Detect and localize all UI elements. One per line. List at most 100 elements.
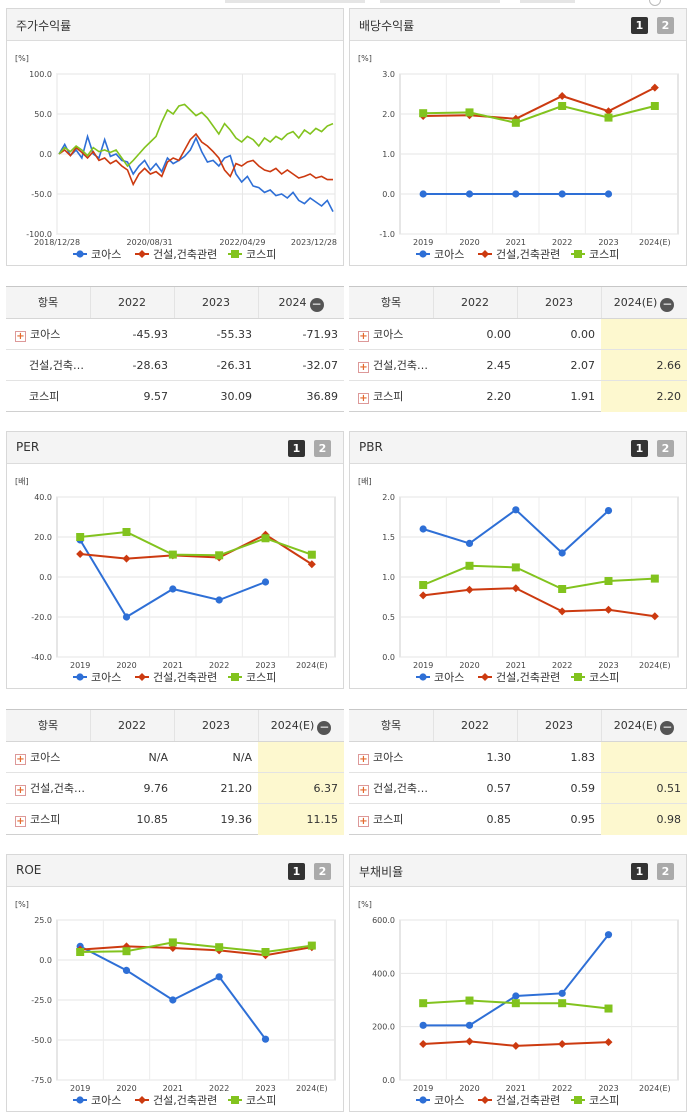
top-round-icon[interactable] [649, 0, 661, 6]
expand-row-icon[interactable]: + [358, 362, 369, 373]
construction-point [122, 942, 131, 951]
view-2-button[interactable]: 2 [314, 440, 331, 457]
column-header-item: 항목 [349, 287, 433, 318]
column-divider [601, 287, 602, 318]
expand-row-icon[interactable]: + [358, 331, 369, 342]
koas-point [419, 190, 427, 198]
construction-point [419, 591, 428, 600]
row-label-cell: 건설,건축… [6, 350, 90, 380]
row-label-cell: + 건설,건축… [6, 773, 90, 803]
kospi-point [122, 947, 131, 956]
expand-row-icon[interactable]: + [358, 785, 369, 796]
koas-point [512, 190, 520, 198]
view-1-button[interactable]: 1 [288, 863, 305, 880]
koas-point [419, 250, 427, 258]
panel-header: PBR 1 2 [350, 432, 686, 464]
panel-title: 주가수익률 [16, 19, 72, 33]
kospi-point [307, 941, 316, 950]
x-tick-label: 2019 [413, 1084, 433, 1093]
chart-legend: 코아스 건설,건축관련 코스피 [416, 248, 619, 261]
column-header-label: 2022 [118, 296, 146, 309]
view-1-button[interactable]: 1 [631, 863, 648, 880]
x-tick-label: 2023 [255, 661, 275, 670]
y-tick-label: -40.0 [31, 653, 52, 662]
column-header-2023: 2023 [517, 287, 601, 318]
dividend-yield-chart: [%] 3.0 2.0 1.0 0.0 -1.0 2019 2020 2021 2022 2023 2… [358, 54, 679, 261]
row-label: 건설,건축… [373, 782, 428, 795]
view-1-button[interactable]: 1 [631, 440, 648, 457]
per-chart: [배] 40.0 20.0 0.0 -20.0 -40.0 2019 2020 2021 2022… [15, 477, 336, 684]
expand-row-icon[interactable]: + [15, 785, 26, 796]
cell-2022: 2.45 [486, 359, 512, 372]
collapse-column-icon[interactable]: − [309, 297, 324, 312]
kospi-point [511, 999, 520, 1008]
construction-point [76, 550, 85, 558]
koas-point [215, 973, 223, 981]
per-panel: PER 1 2 [배] 40.0 20.0 0.0 -20.0 -40.0 2019 2020… [6, 431, 344, 689]
construction-point [465, 585, 474, 594]
cell-2022: 1.30 [486, 751, 512, 764]
row-label-cell: 코스피 [6, 381, 90, 412]
legend-label: 건설,건축관련 [153, 671, 217, 684]
y-tick-label: -100.0 [26, 230, 52, 239]
kospi-point [215, 943, 224, 952]
column-header-label: 2024(E) [613, 296, 658, 309]
kospi-point [604, 577, 613, 585]
expand-row-icon[interactable]: + [358, 816, 369, 827]
expand-row-icon[interactable]: + [358, 754, 369, 765]
koas-point [558, 989, 566, 997]
row-label-cell: + 코아스 [6, 742, 90, 772]
stock-return-panel: 주가수익률 [%] 100.0 50.0 0.0 -50.0 -100.0 2018/12/… [6, 8, 344, 266]
collapse-column-icon[interactable]: − [660, 297, 675, 312]
construction-point [138, 250, 146, 258]
cell-2023: N/A [232, 751, 252, 764]
collapse-column-icon[interactable]: − [317, 720, 332, 735]
column-header-2024: 2024− [258, 287, 344, 318]
koas-line [58, 133, 334, 212]
column-divider [601, 710, 602, 741]
row-label: 코스피 [30, 813, 61, 826]
view-2-button[interactable]: 2 [657, 440, 674, 457]
table-row: + 코아스 -45.93 -55.33 -71.93 [6, 319, 344, 350]
x-tick-label: 2024(E) [639, 1084, 671, 1093]
y-tick-label: 25.0 [34, 916, 52, 925]
construction-point [650, 612, 659, 621]
x-tick-label: 2020 [116, 661, 136, 670]
column-header-label: 2024 [278, 296, 307, 309]
column-header-2022: 2022 [90, 287, 174, 318]
view-2-button[interactable]: 2 [657, 17, 674, 34]
koas-point [512, 506, 520, 514]
view-2-button[interactable]: 2 [657, 863, 674, 880]
column-header-2023: 2023 [174, 710, 258, 741]
expand-row-icon[interactable]: + [15, 331, 26, 342]
legend-label: 코아스 [91, 671, 121, 684]
column-header-label: 항목 [380, 719, 402, 732]
view-1-button[interactable]: 1 [631, 17, 648, 34]
koas-line [422, 508, 610, 555]
y-tick-label: 0.0 [39, 573, 52, 582]
legend-label: 건설,건축관련 [153, 1094, 217, 1107]
cell-2024 [601, 319, 687, 349]
column-divider [258, 710, 259, 741]
table-row: + 코아스 1.30 1.83 [349, 742, 687, 773]
expand-row-icon[interactable]: + [15, 816, 26, 827]
koas-point [169, 585, 177, 593]
kospi-point [465, 996, 474, 1005]
view-2-button[interactable]: 2 [314, 863, 331, 880]
cell-2024: 6.37 [258, 773, 344, 803]
cell-2024: 36.89 [306, 390, 339, 403]
expand-row-icon[interactable]: + [358, 393, 369, 404]
x-tick-label: 2024(E) [639, 661, 671, 670]
cell-2024: 2.66 [601, 350, 687, 380]
collapse-column-icon[interactable]: − [660, 720, 675, 735]
view-1-button[interactable]: 1 [288, 440, 305, 457]
cell-2023: 1.83 [570, 751, 596, 764]
expand-row-icon[interactable]: + [15, 754, 26, 765]
column-divider [90, 287, 91, 318]
column-header-label: 2022 [461, 719, 489, 732]
kospi-point [465, 108, 474, 117]
column-header-label: 항목 [37, 719, 59, 732]
x-tick-label: 2019 [70, 1084, 90, 1093]
kospi-point [574, 1096, 582, 1104]
axis-unit-label: [%] [358, 54, 372, 63]
